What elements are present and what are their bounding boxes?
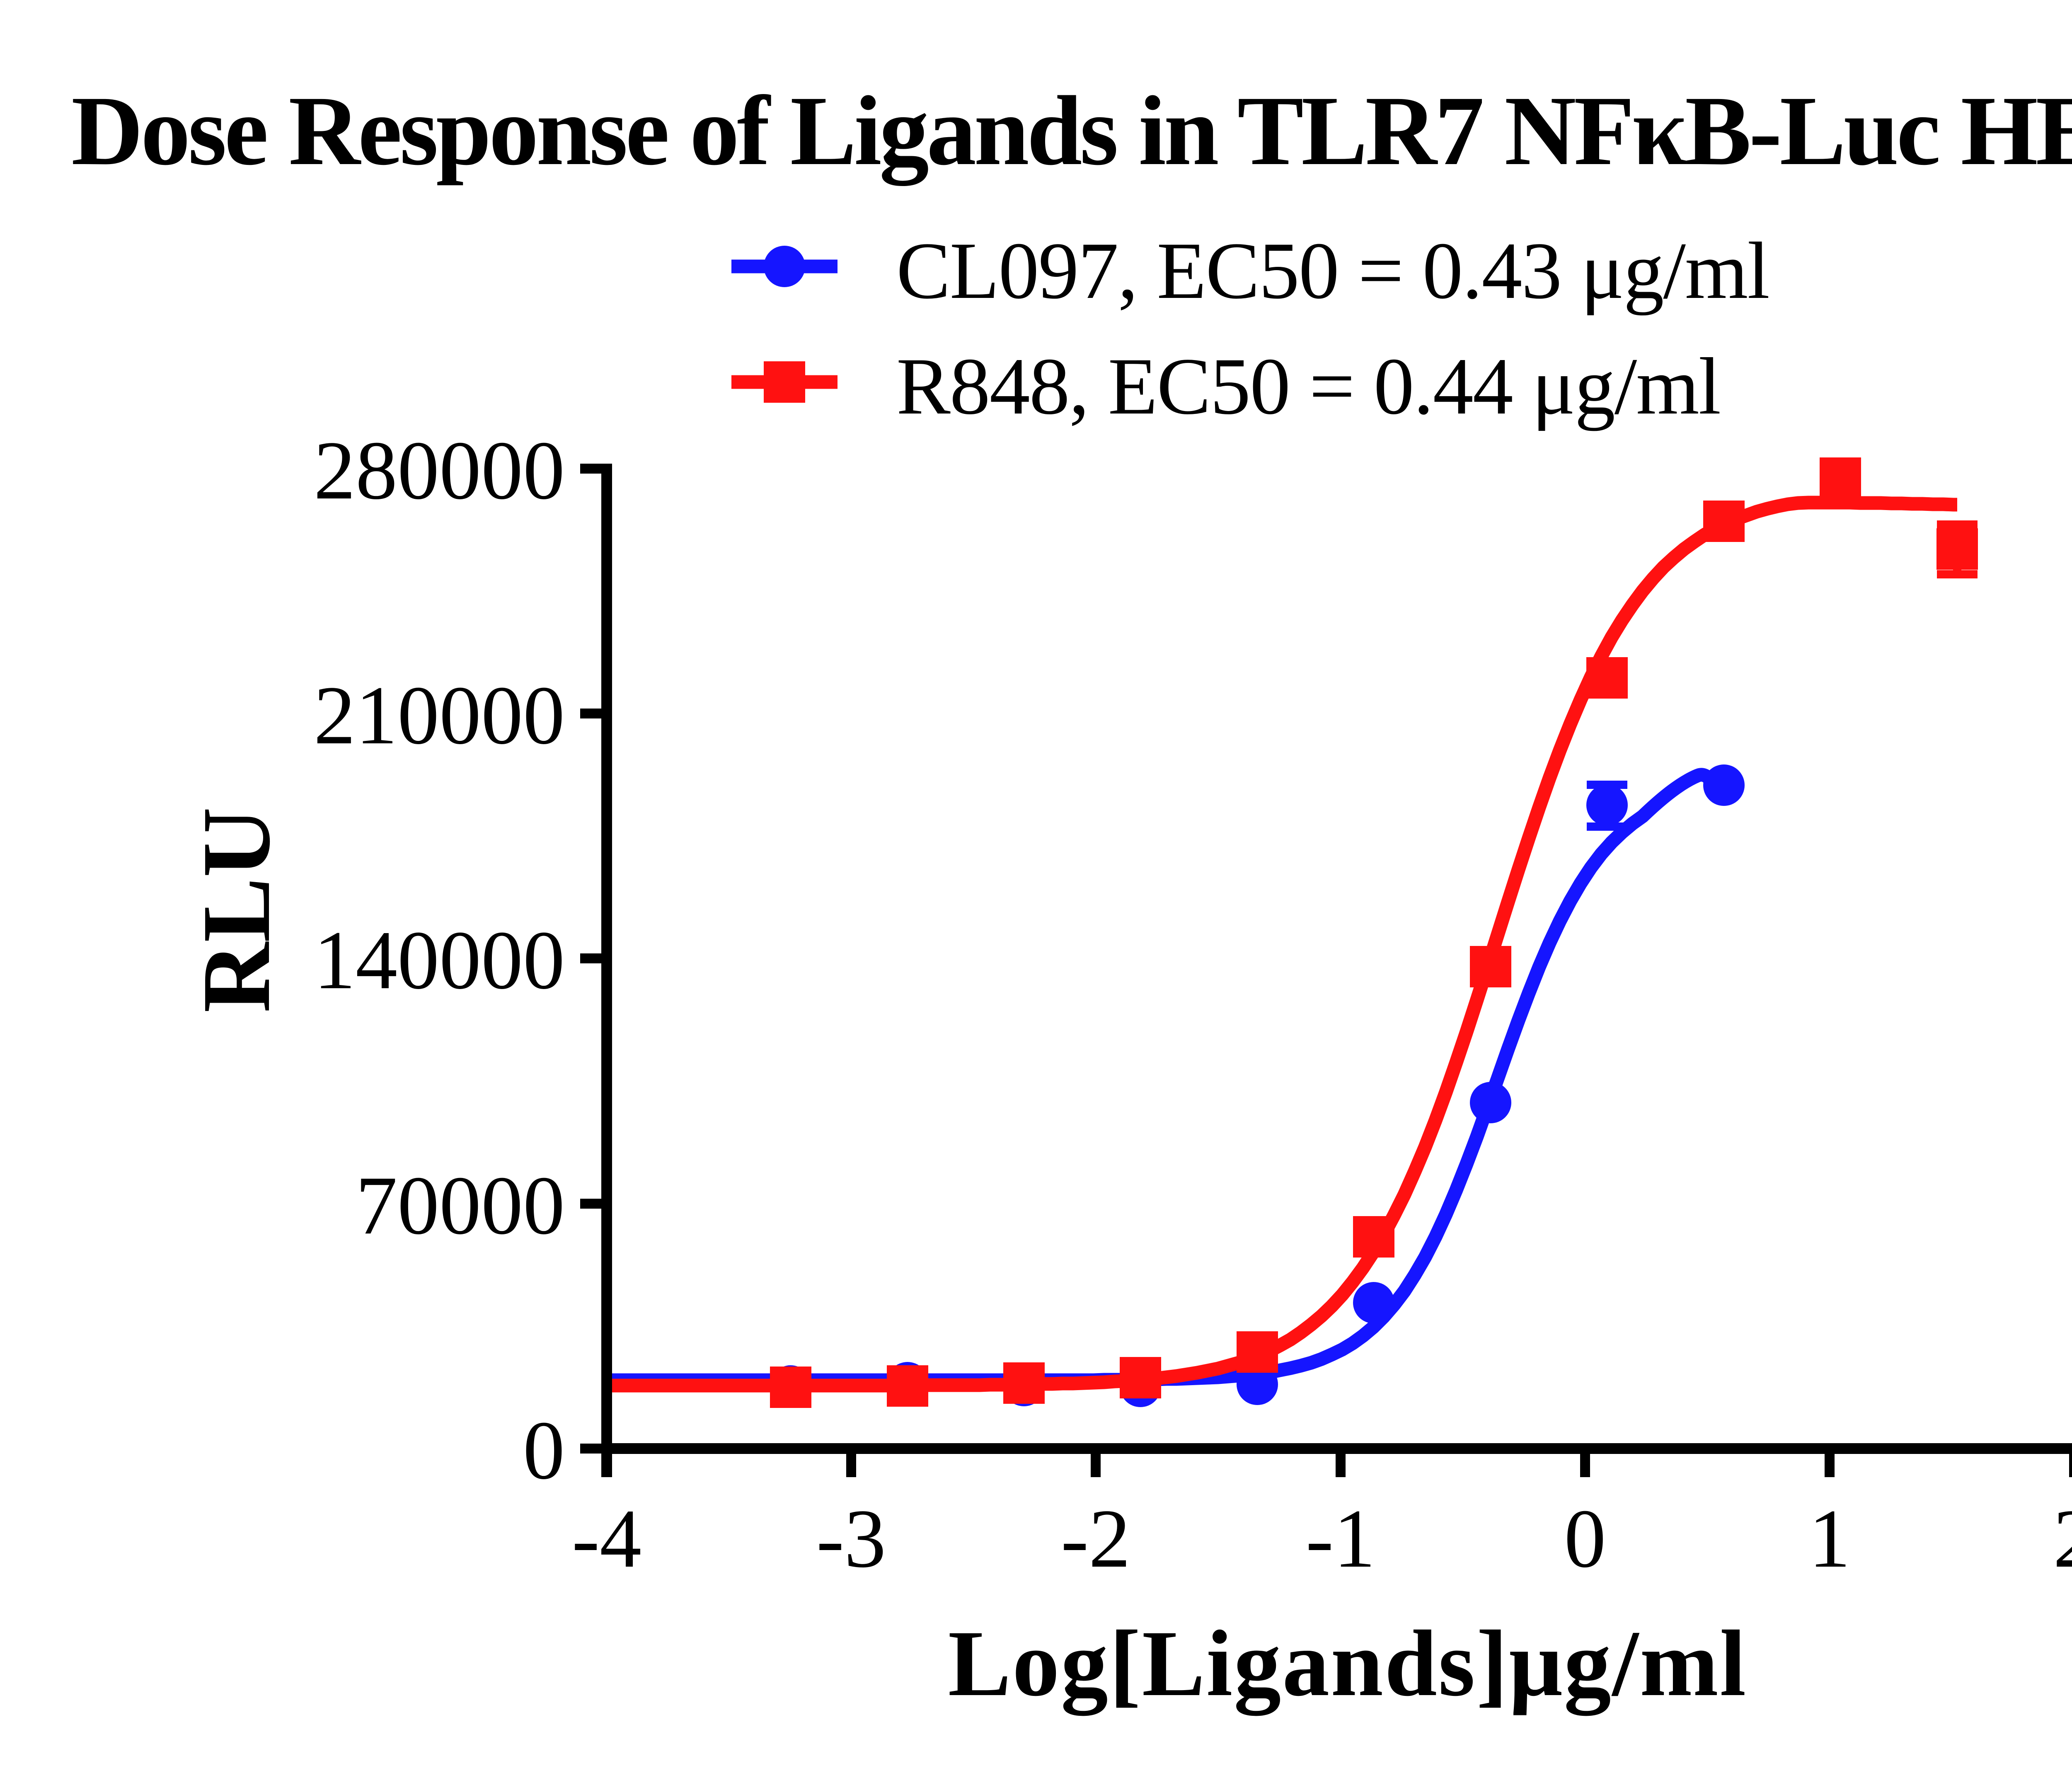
svg-text:140000: 140000 — [314, 914, 565, 1006]
svg-text:RLU: RLU — [182, 807, 290, 1013]
svg-text:280000: 280000 — [314, 424, 565, 517]
svg-text:70000: 70000 — [356, 1159, 565, 1252]
svg-text:1: 1 — [1809, 1492, 1851, 1585]
svg-text:210000: 210000 — [314, 669, 565, 762]
svg-text:2: 2 — [2053, 1492, 2072, 1585]
svg-text:0: 0 — [1564, 1492, 1606, 1585]
svg-text:CL097, EC50 = 0.43 μg/ml: CL097, EC50 = 0.43 μg/ml — [896, 226, 1769, 316]
svg-text:-1: -1 — [1306, 1492, 1375, 1585]
svg-text:R848, EC50 = 0.44 μg/ml: R848, EC50 = 0.44 μg/ml — [896, 341, 1720, 431]
svg-text:Dose Response of Ligands in TL: Dose Response of Ligands in TLR7 NFκB-Lu… — [71, 75, 2072, 186]
svg-text:-4: -4 — [572, 1492, 641, 1585]
svg-text:0: 0 — [523, 1404, 565, 1497]
svg-text:-3: -3 — [816, 1492, 886, 1585]
svg-text:-2: -2 — [1061, 1492, 1130, 1585]
svg-text:Log[Ligands]μg/ml: Log[Ligands]μg/ml — [948, 1611, 1748, 1716]
